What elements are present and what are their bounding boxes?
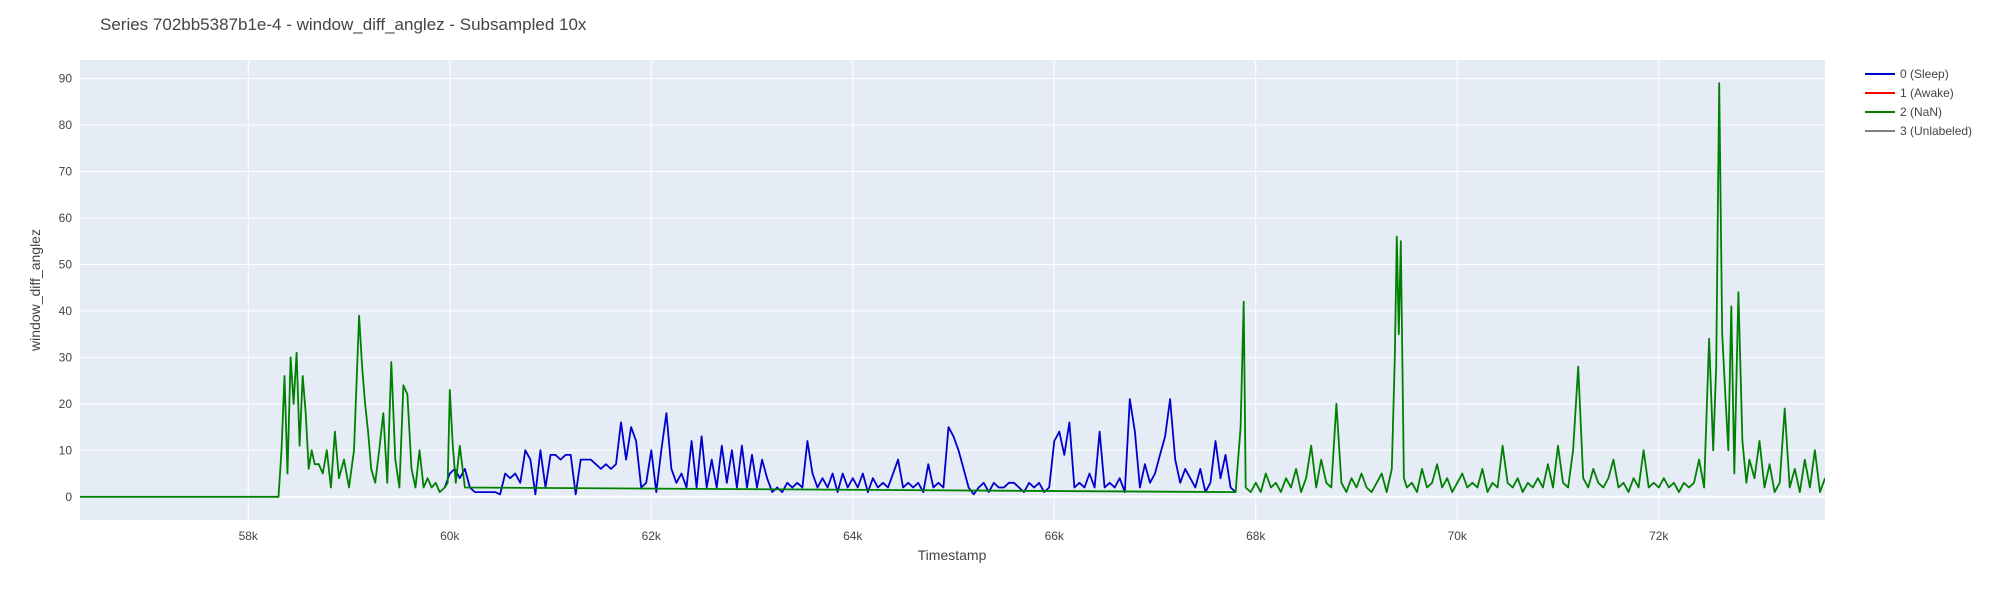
x-tick-label: 58k: [239, 529, 259, 543]
y-tick-label: 40: [59, 304, 73, 318]
gridlines: [80, 60, 1825, 520]
x-axis-title: Timestamp: [918, 547, 987, 563]
legend-item-1[interactable]: 1 (Awake): [1865, 86, 1954, 100]
y-tick-label: 50: [59, 257, 73, 271]
legend-label: 2 (NaN): [1900, 105, 1942, 119]
y-tick-label: 70: [59, 165, 73, 179]
legend-label: 3 (Unlabeled): [1900, 124, 1972, 138]
plot-background: [80, 60, 1825, 520]
y-axis-ticks: 0 10 20 30 40 50 60 70 80 90: [59, 72, 73, 504]
x-axis-ticks: 58k 60k 62k 64k 66k 68k 70k 72k: [239, 529, 1670, 543]
y-tick-label: 0: [65, 490, 72, 504]
x-tick-label: 68k: [1246, 529, 1266, 543]
legend-item-2[interactable]: 2 (NaN): [1865, 105, 1942, 119]
legend-label: 1 (Awake): [1900, 86, 1954, 100]
y-axis-title: window_diff_anglez: [27, 229, 43, 352]
x-tick-label: 64k: [843, 529, 863, 543]
legend-label: 0 (Sleep): [1900, 67, 1949, 81]
x-tick-label: 66k: [1045, 529, 1065, 543]
legend-item-3[interactable]: 3 (Unlabeled): [1865, 124, 1972, 138]
y-tick-label: 30: [59, 350, 73, 364]
y-tick-label: 90: [59, 72, 73, 86]
y-tick-label: 60: [59, 211, 73, 225]
chart-title: Series 702bb5387b1e-4 - window_diff_angl…: [100, 15, 587, 34]
y-tick-label: 80: [59, 118, 73, 132]
x-tick-label: 62k: [642, 529, 662, 543]
y-tick-label: 10: [59, 443, 73, 457]
y-tick-label: 20: [59, 397, 73, 411]
x-tick-label: 72k: [1649, 529, 1669, 543]
series-line-2: [80, 82, 1825, 498]
x-tick-label: 60k: [440, 529, 460, 543]
x-tick-label: 70k: [1448, 529, 1468, 543]
legend: 0 (Sleep) 1 (Awake) 2 (NaN) 3 (Unlabeled): [1865, 67, 1972, 138]
legend-item-0[interactable]: 0 (Sleep): [1865, 67, 1949, 81]
series-lines: [80, 82, 1825, 498]
